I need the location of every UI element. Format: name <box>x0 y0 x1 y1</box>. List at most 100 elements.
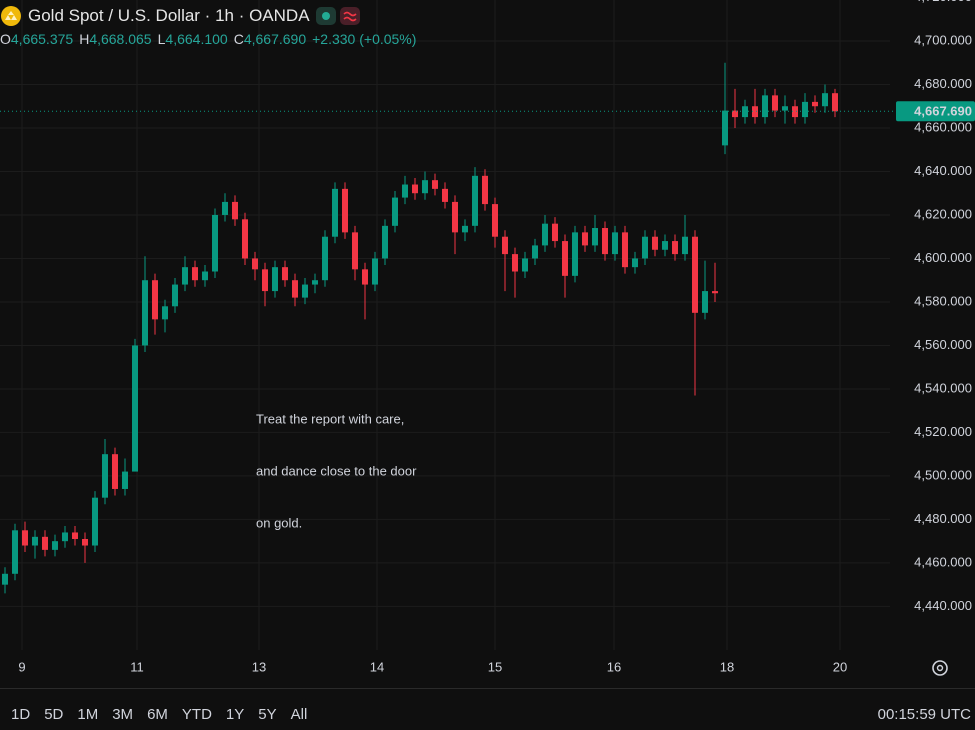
range-button[interactable]: 6M <box>147 706 168 723</box>
candle-body <box>552 223 558 242</box>
y-tick-label: 4,620.000 <box>914 206 972 221</box>
candle-body <box>32 536 38 546</box>
candle-body <box>232 201 238 220</box>
ohlc-value: 4,664.100 <box>165 31 228 47</box>
x-tick-label: 14 <box>370 659 384 674</box>
candle-body <box>542 223 548 246</box>
x-tick-label: 11 <box>130 659 144 674</box>
x-tick-label: 16 <box>607 659 621 674</box>
settings-icon[interactable] <box>932 660 948 676</box>
candle-body <box>762 95 768 118</box>
candle-body <box>812 101 818 107</box>
candle-body <box>782 106 788 111</box>
range-button[interactable]: 1M <box>77 706 99 723</box>
candle-body <box>702 291 708 313</box>
x-tick-label: 13 <box>252 659 266 674</box>
candle-body <box>152 280 158 320</box>
ohlc-key: H <box>79 31 90 47</box>
candle-body <box>492 204 498 237</box>
candle-body <box>632 258 638 268</box>
range-button[interactable]: 5D <box>44 706 64 723</box>
candle-body <box>292 280 298 298</box>
candle-body <box>352 232 358 270</box>
price-change: +2.330 (+0.05%) <box>312 31 417 47</box>
candle-body <box>822 93 828 107</box>
candle-body <box>242 219 248 259</box>
candle-body <box>752 106 758 118</box>
candle-body <box>62 532 68 542</box>
title-row: Gold Spot / U.S. Dollar · 1h · OANDA <box>0 4 422 28</box>
gear-hub <box>936 664 944 672</box>
gear-ring <box>932 660 948 676</box>
candle-body <box>182 267 188 285</box>
candle-body <box>112 454 118 489</box>
y-tick-label: 4,640.000 <box>914 163 972 178</box>
candle-body <box>92 497 98 546</box>
candle-body <box>672 241 678 255</box>
x-tick-label: 20 <box>833 659 847 674</box>
y-tick-label: 4,680.000 <box>914 76 972 91</box>
y-tick-label: 4,460.000 <box>914 554 972 569</box>
candle-body <box>722 110 728 146</box>
candle-body <box>502 236 508 255</box>
y-tick-label: 4,500.000 <box>914 467 972 482</box>
candle-body <box>222 201 228 215</box>
clock: 00:15:59 UTC <box>877 706 971 723</box>
annotation: and dance close to the door <box>256 463 417 478</box>
candle-body <box>522 258 528 272</box>
y-tick-label: 4,700.000 <box>914 32 972 47</box>
candle-body <box>12 530 18 574</box>
ohlc-value: 4,668.065 <box>89 31 152 47</box>
y-tick-label: 4,520.000 <box>914 424 972 439</box>
y-tick-label: 4,540.000 <box>914 380 972 395</box>
candle-body <box>442 188 448 202</box>
candle-body <box>362 269 368 285</box>
candle-body <box>262 269 268 292</box>
last-price-box <box>896 101 975 122</box>
range-button[interactable]: 5Y <box>258 706 277 723</box>
candle-body <box>802 101 808 118</box>
candle-body <box>562 241 568 276</box>
ohlc-row: O4,665.375 H4,668.065 L4,664.100 C4,667.690… <box>0 31 422 47</box>
range-button[interactable]: YTD <box>181 706 212 723</box>
candle-body <box>412 184 418 194</box>
range-button[interactable]: 1D <box>11 706 31 723</box>
candle-body <box>462 225 468 233</box>
y-tick-label: 4,720.000 <box>914 0 972 4</box>
x-tick-label: 9 <box>18 659 25 674</box>
candle-body <box>162 306 168 320</box>
candle-body <box>192 267 198 281</box>
candle-body <box>282 267 288 281</box>
candle-body <box>312 280 318 285</box>
ohlc-value: 4,665.375 <box>10 31 74 47</box>
range-button[interactable]: 1Y <box>225 706 245 723</box>
candle-body <box>22 530 28 546</box>
status-badges <box>315 7 360 25</box>
annotation: on gold. <box>256 515 302 530</box>
range-button[interactable]: All <box>290 706 308 723</box>
candle-body <box>432 180 438 189</box>
candle-body <box>622 232 628 268</box>
last-price-label: 4,667.690 <box>914 104 972 119</box>
candle-body <box>692 236 698 313</box>
candle-body <box>472 175 478 226</box>
header: Gold Spot / U.S. Dollar · 1h · OANDA O4,… <box>0 4 422 47</box>
range-button[interactable]: 3M <box>112 706 134 723</box>
candle-body <box>142 280 148 346</box>
candle-body <box>592 228 598 246</box>
candle-body <box>792 106 798 118</box>
candle-body <box>572 232 578 276</box>
candle-body <box>2 573 8 585</box>
candle-body <box>132 345 138 472</box>
candle-body <box>612 232 618 255</box>
candle-body <box>302 284 308 298</box>
candle-body <box>772 95 778 111</box>
candle-body <box>642 236 648 259</box>
candle-body <box>172 284 178 307</box>
candle-body <box>652 236 658 250</box>
annotation: Treat the report with care, <box>256 411 404 426</box>
footer: 1D 5D 1M 3M 6M YTD 1Y 5Y All 00:15:59 UTC <box>0 688 975 730</box>
candle-body <box>732 110 738 118</box>
